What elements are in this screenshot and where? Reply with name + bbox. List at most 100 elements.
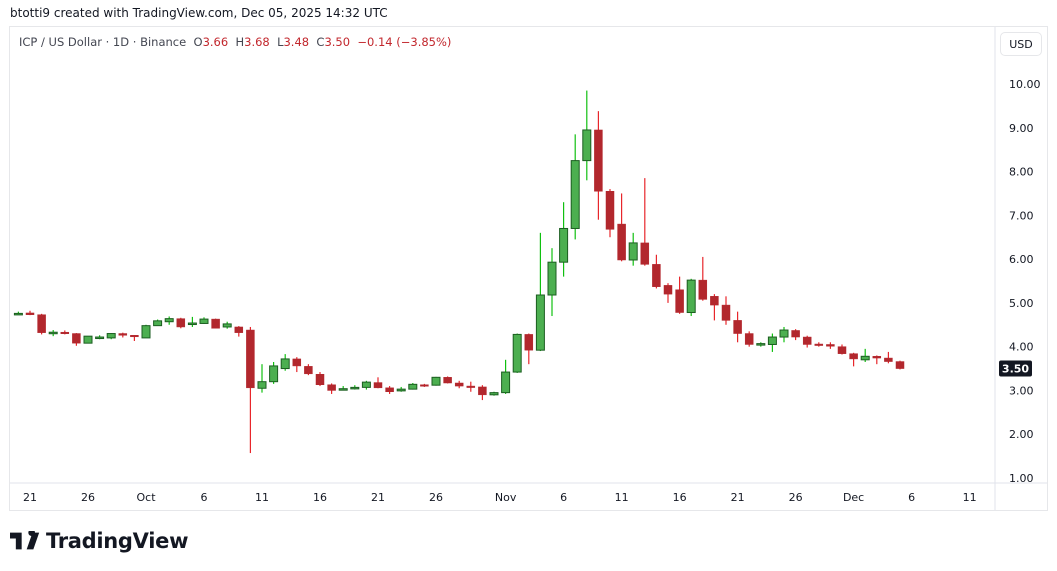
candle-body — [779, 329, 789, 338]
candle-body — [675, 289, 684, 313]
open-value: 3.66 — [202, 35, 229, 49]
candle-body — [466, 385, 476, 388]
chart-credit: btotti9 created with TradingView.com, De… — [10, 6, 388, 20]
candle-body — [535, 294, 545, 351]
candle-body — [547, 261, 557, 296]
candle-body — [884, 357, 893, 362]
candle-body — [83, 335, 93, 344]
time-tick-label: 21 — [371, 491, 385, 504]
candle — [187, 316, 197, 327]
candle-body — [895, 361, 905, 369]
price-tick-label: 10.00 — [1009, 78, 1041, 91]
candle — [837, 344, 847, 355]
candle-body — [385, 387, 394, 393]
candle — [153, 319, 163, 327]
price-tick-label: 8.00 — [1009, 166, 1034, 179]
time-tick-label: 11 — [615, 491, 629, 504]
time-axis[interactable]: 21 26 Oct 6 11 16 21 26 Nov 6 11 16 21 26 Dec 6 11 — [23, 491, 977, 504]
candle — [605, 189, 615, 238]
candle — [164, 316, 174, 325]
symbol-legend: ICP / US Dollar · 1D · Binance O3.66 H3.… — [19, 35, 452, 49]
time-tick-label: 11 — [255, 491, 269, 504]
candle — [454, 380, 464, 389]
candle — [95, 335, 105, 340]
candle — [361, 380, 371, 390]
candle — [60, 330, 70, 335]
candle-body — [257, 381, 267, 389]
time-tick-label: 26 — [789, 491, 803, 504]
candle — [443, 376, 452, 384]
candle-body — [698, 279, 708, 300]
candle — [756, 342, 766, 347]
price-tick-label: 4.00 — [1009, 341, 1034, 354]
candle-body — [686, 279, 696, 314]
currency-button[interactable]: USD — [1000, 32, 1042, 56]
candle — [48, 330, 58, 337]
price-tick-label: 7.00 — [1009, 209, 1034, 222]
price-tick-label: 2.00 — [1009, 428, 1034, 441]
candle — [199, 317, 209, 324]
symbol-title[interactable]: ICP / US Dollar · 1D · Binance — [19, 35, 187, 49]
candle-body — [733, 320, 742, 334]
candle-body — [524, 334, 534, 351]
candle — [257, 364, 267, 393]
candle-body — [710, 296, 719, 306]
candle — [698, 256, 708, 301]
candle-body — [443, 377, 452, 384]
time-tick-label: 16 — [673, 491, 687, 504]
candle-body — [860, 355, 870, 361]
time-tick-label: 26 — [81, 491, 95, 504]
candle-body — [72, 333, 81, 344]
candle-body — [849, 353, 858, 360]
candle — [25, 310, 35, 316]
candle-body — [153, 320, 163, 327]
candle — [767, 333, 777, 352]
candle — [570, 134, 580, 240]
candle-body — [269, 365, 279, 383]
tradingview-logo[interactable]: TradingView — [10, 529, 188, 553]
candle — [141, 324, 151, 339]
candle-body — [420, 384, 429, 387]
candle — [791, 329, 800, 341]
candle-body — [478, 386, 487, 396]
candle-body — [628, 242, 638, 261]
candle-body — [304, 366, 313, 375]
candle — [176, 317, 186, 329]
time-tick-label: Oct — [136, 491, 156, 504]
candle-body — [106, 333, 116, 339]
price-axis[interactable]: 1.00 2.00 3.00 4.00 5.00 6.00 7.00 8.00 9.00 10.0… — [1009, 78, 1041, 485]
candle — [895, 360, 905, 370]
candle-body — [431, 376, 441, 386]
candle-body — [141, 325, 151, 339]
price-tick-label: 6.00 — [1009, 253, 1034, 266]
candle — [489, 391, 499, 396]
candle — [814, 342, 824, 347]
candle-body — [246, 329, 255, 389]
price-tick-label: 9.00 — [1009, 122, 1034, 135]
candle — [327, 383, 336, 394]
time-tick-label: 11 — [963, 491, 977, 504]
time-tick-label: 21 — [731, 491, 745, 504]
candle — [315, 372, 325, 387]
candle — [884, 351, 893, 364]
candle-body — [48, 331, 58, 335]
candle-body — [570, 160, 580, 229]
candle — [269, 361, 279, 384]
candle — [292, 357, 302, 373]
candle-body — [640, 242, 650, 265]
candle-body — [872, 356, 882, 359]
candle-body — [164, 318, 174, 323]
candle — [710, 294, 719, 321]
candle — [304, 364, 313, 376]
candle — [721, 296, 731, 325]
candle — [640, 178, 650, 266]
time-tick-label: 6 — [201, 491, 208, 504]
price-tick-label: 1.00 — [1009, 472, 1034, 485]
candle — [118, 332, 128, 338]
chart-frame — [9, 26, 1048, 511]
candle-body — [396, 388, 406, 392]
candle — [594, 111, 603, 220]
candle-body — [373, 382, 383, 389]
candle — [13, 311, 23, 316]
